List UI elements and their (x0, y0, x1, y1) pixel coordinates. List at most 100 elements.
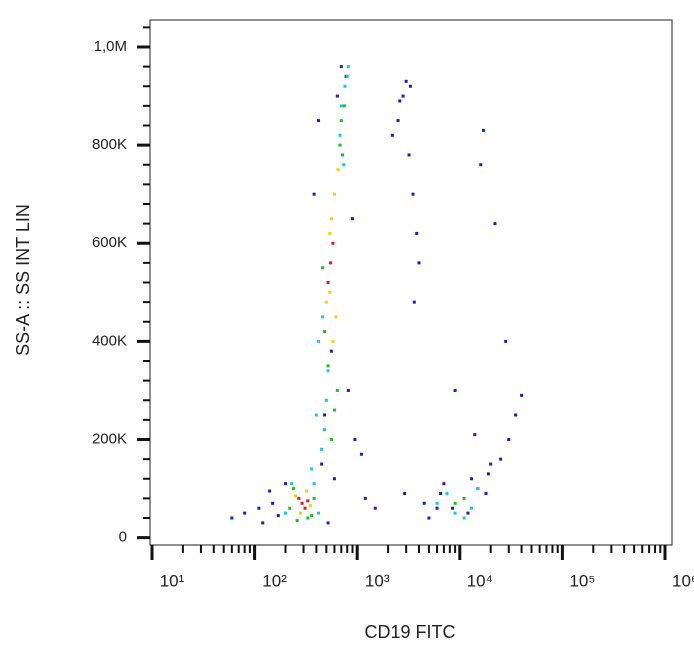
event-dot (292, 487, 296, 491)
event-dot (331, 339, 335, 343)
event-dot (486, 472, 490, 476)
x-tick-label: 10³ (365, 571, 390, 590)
event-dot (346, 65, 350, 69)
event-dot (329, 217, 333, 221)
event-dot (322, 428, 326, 432)
event-dot (439, 491, 443, 495)
event-dot (341, 153, 345, 157)
event-dot (442, 482, 446, 486)
event-dot (453, 501, 457, 505)
event-dot (320, 462, 324, 466)
event-dot (317, 511, 321, 515)
event-dot (469, 506, 473, 510)
event-dot (499, 457, 503, 461)
event-dot (332, 192, 336, 196)
event-dot (407, 153, 411, 157)
y-tick-label: 800K (92, 136, 127, 153)
event-dot (453, 511, 457, 515)
x-tick-label: 10⁴ (467, 571, 493, 590)
event-dot (326, 364, 330, 368)
event-dot (290, 482, 294, 486)
event-dot (476, 487, 480, 491)
event-dot (310, 467, 314, 471)
x-tick-label: 10² (262, 571, 287, 590)
y-tick-label: 0 (119, 529, 127, 546)
event-dot (422, 501, 426, 505)
event-dot (314, 413, 318, 417)
event-dot (230, 516, 234, 520)
event-dot (404, 79, 408, 83)
y-tick-label: 600K (92, 234, 127, 251)
event-dot (276, 514, 280, 518)
event-dot (339, 119, 343, 123)
event-dot (328, 290, 332, 294)
event-dot (489, 462, 493, 466)
event-dot (334, 315, 338, 319)
event-dot (308, 504, 312, 508)
event-dot (473, 433, 477, 437)
event-dot (288, 506, 292, 510)
event-dot (317, 339, 321, 343)
event-dot (329, 438, 333, 442)
event-dot (351, 217, 355, 221)
event-dot (412, 300, 416, 304)
event-dot (331, 241, 335, 245)
event-dot (312, 482, 316, 486)
event-dot (398, 99, 402, 103)
event-dot (411, 192, 415, 196)
event-dot (435, 506, 439, 510)
event-dot (339, 104, 343, 108)
event-dot (462, 496, 466, 500)
event-dot (257, 506, 261, 510)
event-dot (338, 143, 342, 147)
event-dot (343, 84, 347, 88)
event-dot (261, 521, 265, 525)
event-dot (306, 499, 310, 503)
event-dot (493, 222, 497, 226)
event-dot (324, 300, 328, 304)
event-dot (479, 163, 483, 167)
x-tick-label: 10⁵ (569, 571, 595, 590)
plot-frame (149, 19, 673, 546)
event-dot (312, 192, 316, 196)
event-dot (300, 501, 304, 505)
event-dot (484, 491, 488, 495)
event-dot (322, 413, 326, 417)
event-dot (295, 518, 299, 522)
event-dot (396, 119, 400, 123)
y-tick-label: 200K (92, 430, 127, 447)
event-dot (271, 501, 275, 505)
event-dot (342, 163, 346, 167)
event-dot (321, 266, 325, 270)
event-dot (329, 349, 333, 353)
event-dot (514, 413, 518, 417)
event-dot (342, 104, 346, 108)
event-dot (353, 438, 357, 442)
event-dot (329, 261, 333, 265)
event-dot (520, 393, 524, 397)
event-dot (427, 516, 431, 520)
event-dot (304, 489, 308, 493)
event-dot (481, 128, 485, 132)
event-dot (338, 133, 342, 137)
event-dot (326, 369, 330, 373)
event-dot (312, 496, 316, 500)
event-dot (243, 511, 247, 515)
event-dot (453, 388, 457, 392)
event-dot (417, 261, 421, 265)
event-dot (462, 516, 466, 520)
event-dot (408, 84, 412, 88)
event-dot (326, 281, 330, 284)
event-dot (373, 506, 377, 510)
event-dot (320, 447, 324, 451)
x-tick-label: 10¹ (160, 571, 185, 590)
event-dot (321, 315, 325, 319)
x-axis-label: CD19 FITC (364, 622, 455, 642)
event-dot (317, 119, 321, 123)
event-dot (346, 388, 350, 392)
event-dot (310, 514, 314, 518)
event-dot (451, 506, 455, 510)
event-dot (298, 511, 302, 515)
event-dot (359, 452, 363, 456)
